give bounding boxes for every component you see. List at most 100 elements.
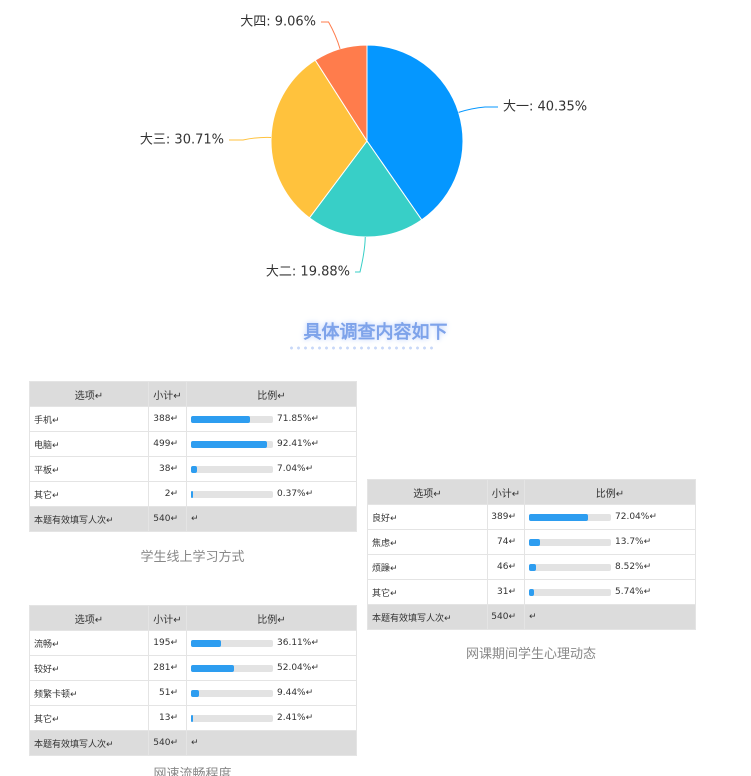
total-cell: 本题有效填写人次↵	[368, 605, 488, 630]
option-cell: 其它↵	[368, 580, 488, 605]
ratio-bar	[191, 491, 193, 498]
heading-dots	[288, 346, 436, 350]
ratio-bar	[529, 564, 536, 571]
ratio-cell: 5.74%↵	[525, 580, 696, 605]
count-cell: 38↵	[149, 457, 187, 482]
ratio-bar	[529, 514, 589, 521]
header-cell: 选项↵	[368, 480, 488, 505]
ratio-bar	[191, 441, 267, 448]
header-cell: 小计↵	[488, 480, 525, 505]
ratio-bar	[191, 416, 250, 423]
ratio-cell: 9.44%↵	[187, 681, 357, 706]
heading: 具体调查内容如下	[303, 322, 448, 343]
pie-chart: 大一: 40.35% 大二: 19.88% 大三: 30.71% 大四: 9.06%	[140, 15, 587, 280]
total-cell: 540↵	[149, 507, 187, 532]
count-cell: 13↵	[149, 706, 187, 731]
pie-slice	[308, 140, 423, 238]
ratio-cell: 8.52%↵	[525, 555, 696, 580]
bar-track	[529, 564, 611, 571]
header-cell: 选项↵	[30, 382, 149, 407]
slice-label: 大一: 40.35%	[503, 100, 587, 115]
bar-track	[191, 665, 273, 672]
ratio-cell: 0.37%↵	[187, 482, 357, 507]
option-cell: 平板↵	[30, 457, 149, 482]
bar-track	[191, 441, 273, 448]
table-caption: 网课期间学生心理动态	[465, 647, 596, 662]
bar-track	[529, 539, 611, 546]
bar-track	[191, 690, 273, 697]
option-cell: 流畅↵	[30, 631, 149, 656]
ratio-bar	[191, 466, 197, 473]
leader-line	[458, 106, 498, 113]
total-cell: 540↵	[488, 605, 525, 630]
ratio-bar	[191, 640, 221, 647]
total-cell: ↵	[187, 731, 357, 756]
ratio-label: 5.74%↵	[615, 587, 652, 597]
slice-label: 大三: 30.71%	[140, 133, 224, 148]
ratio-cell: 7.04%↵	[187, 457, 357, 482]
ratio-bar	[191, 665, 234, 672]
header-cell: 小计↵	[149, 606, 187, 631]
ratio-cell: 71.85%↵	[187, 407, 357, 432]
count-cell: 281↵	[149, 656, 187, 681]
count-cell: 51↵	[149, 681, 187, 706]
survey-table: 选项↵ 小计↵ 比例↵ 流畅↵ 195↵ 36.11%↵ 较好↵ 281↵ 52.04%↵ 频繁卡…	[29, 605, 357, 756]
ratio-label: 52.04%↵	[277, 663, 319, 673]
ratio-cell: 52.04%↵	[187, 656, 357, 681]
count-cell: 2↵	[149, 482, 187, 507]
ratio-label: 92.41%↵	[277, 439, 319, 449]
ratio-label: 72.04%↵	[615, 512, 657, 522]
pie-slice	[270, 59, 368, 219]
ratio-label: 13.7%↵	[615, 537, 652, 547]
ratio-bar	[529, 539, 541, 546]
total-cell: 本题有效填写人次↵	[30, 507, 149, 532]
survey-table: 选项↵ 小计↵ 比例↵ 手机↵ 388↵ 71.85%↵ 电脑↵ 499↵ 92.41%↵ 平板↵…	[29, 381, 357, 532]
total-cell: ↵	[525, 605, 696, 630]
ratio-bar	[191, 715, 193, 722]
bar-track	[529, 514, 611, 521]
option-cell: 较好↵	[30, 656, 149, 681]
leader-line	[229, 136, 272, 141]
header-cell: 小计↵	[149, 382, 187, 407]
ratio-label: 36.11%↵	[277, 638, 319, 648]
bar-track	[191, 491, 273, 498]
header-cell: 选项↵	[30, 606, 149, 631]
slice-label: 大四: 9.06%	[240, 15, 316, 30]
option-cell: 其它↵	[30, 706, 149, 731]
bar-track	[529, 589, 611, 596]
ratio-label: 71.85%↵	[277, 414, 319, 424]
leader-line	[355, 236, 366, 273]
option-cell: 良好↵	[368, 505, 488, 530]
pie-slice	[314, 44, 368, 143]
total-cell: 本题有效填写人次↵	[30, 731, 149, 756]
count-cell: 195↵	[149, 631, 187, 656]
option-cell: 其它↵	[30, 482, 149, 507]
count-cell: 31↵	[488, 580, 525, 605]
ratio-cell: 92.41%↵	[187, 432, 357, 457]
header-cell: 比例↵	[525, 480, 696, 505]
bar-track	[191, 416, 273, 423]
count-cell: 389↵	[488, 505, 525, 530]
header-cell: 比例↵	[187, 382, 357, 407]
ratio-bar	[529, 589, 534, 596]
total-cell: 540↵	[149, 731, 187, 756]
ratio-cell: 36.11%↵	[187, 631, 357, 656]
ratio-label: 0.37%↵	[277, 489, 314, 499]
count-cell: 74↵	[488, 530, 525, 555]
header-cell: 比例↵	[187, 606, 357, 631]
count-cell: 388↵	[149, 407, 187, 432]
option-cell: 焦虑↵	[368, 530, 488, 555]
option-cell: 电脑↵	[30, 432, 149, 457]
slice-label: 大二: 19.88%	[266, 265, 350, 280]
ratio-cell: 13.7%↵	[525, 530, 696, 555]
count-cell: 499↵	[149, 432, 187, 457]
ratio-label: 7.04%↵	[277, 464, 314, 474]
ratio-cell: 2.41%↵	[187, 706, 357, 731]
option-cell: 频繁卡顿↵	[30, 681, 149, 706]
ratio-bar	[191, 690, 199, 697]
ratio-label: 9.44%↵	[277, 688, 314, 698]
table-caption: 网速流畅程度	[153, 767, 232, 776]
ratio-cell: 72.04%↵	[525, 505, 696, 530]
bar-track	[191, 715, 273, 722]
